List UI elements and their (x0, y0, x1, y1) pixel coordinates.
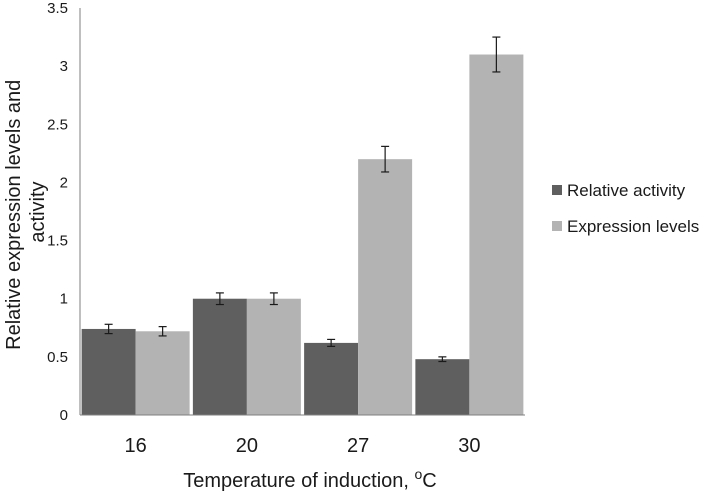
error-bar (492, 36, 501, 73)
y-tick-labels: 0 0.5 1 1.5 2 2.5 3 3.5 (47, 0, 68, 424)
x-tick-label: 20 (236, 435, 258, 457)
bar-relative-activity (415, 359, 470, 415)
x-tick-labels: 16 20 27 30 (125, 435, 481, 457)
error-bar (215, 292, 224, 306)
x-axis-title: Temperature of induction, oC (183, 466, 437, 492)
error-bars-layer (104, 36, 501, 363)
bars-layer (81, 54, 524, 416)
y-tick-label: 1.5 (47, 233, 68, 250)
y-axis-title-line-1: Relative expression levels and (3, 80, 25, 350)
y-tick-label: 0.5 (47, 349, 68, 366)
x-axis-title-main: Temperature of induction, (183, 470, 414, 492)
x-tick-label: 30 (458, 435, 480, 457)
y-tick-label: 0 (60, 407, 68, 424)
legend-label: Relative activity (567, 181, 686, 200)
y-tick-label: 1 (60, 291, 68, 308)
bar-expression-levels (358, 159, 413, 415)
y-tick-label: 2.5 (47, 116, 68, 133)
error-bar (104, 323, 113, 335)
legend: Relative activity Expression levels (552, 181, 699, 236)
error-bar (438, 356, 447, 363)
y-tick-label: 3.5 (47, 0, 68, 17)
y-tick-label: 2 (60, 174, 68, 191)
bar-expression-levels (469, 54, 524, 416)
x-tick-label: 16 (125, 435, 147, 457)
error-bar (327, 338, 336, 347)
legend-swatch (552, 185, 562, 195)
bar-relative-activity (304, 342, 359, 415)
error-bar (381, 145, 390, 173)
bar-relative-activity (192, 298, 247, 415)
y-tick-label: 3 (60, 58, 68, 75)
y-axis-title-line-2: activity (27, 181, 49, 242)
error-bar (269, 292, 278, 306)
legend-swatch (552, 221, 562, 231)
x-axis-title-superscript: o (415, 466, 423, 482)
y-axis-title: Relative expression levels and activity (3, 74, 49, 350)
bar-relative-activity (81, 328, 136, 415)
bar-expression-levels (246, 298, 301, 415)
legend-label: Expression levels (567, 217, 699, 236)
x-tick-label: 27 (347, 435, 369, 457)
error-bar (158, 326, 167, 337)
bar-expression-levels (135, 331, 190, 415)
x-axis-title-unit: C (422, 470, 436, 492)
